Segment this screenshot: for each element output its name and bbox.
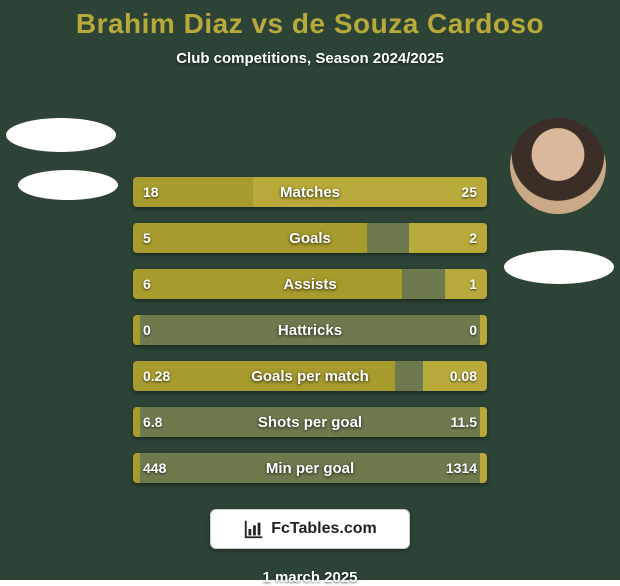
value-right: 0.08 (440, 361, 487, 391)
value-left: 448 (133, 453, 176, 483)
stats-chart: 1825Matches52Goals61Assists00Hattricks0.… (133, 177, 487, 483)
value-left: 0.28 (133, 361, 180, 391)
bar-left (133, 269, 402, 299)
badge-left-bottom (18, 170, 118, 200)
value-right: 25 (451, 177, 487, 207)
content: Brahim Diaz vs de Souza Cardoso Club com… (0, 0, 620, 586)
badge-right (504, 250, 614, 284)
chart-icon (243, 518, 265, 540)
brand-text: FcTables.com (271, 520, 377, 538)
stat-row: 00Hattricks (133, 315, 487, 345)
avatar-player-right (510, 118, 606, 214)
bar-left (133, 223, 367, 253)
bar-bg (133, 407, 487, 437)
value-right: 1314 (436, 453, 487, 483)
value-left: 5 (133, 223, 161, 253)
avatar-face (510, 118, 606, 214)
page-title: Brahim Diaz vs de Souza Cardoso (0, 0, 620, 40)
value-right: 2 (459, 223, 487, 253)
bar-bg (133, 315, 487, 345)
brand-badge[interactable]: FcTables.com (210, 509, 410, 549)
stat-row: 52Goals (133, 223, 487, 253)
stat-row: 6.811.5Shots per goal (133, 407, 487, 437)
subtitle: Club competitions, Season 2024/2025 (0, 50, 620, 67)
date-label: 1 march 2025 (0, 569, 620, 586)
value-left: 0 (133, 315, 161, 345)
value-left: 6 (133, 269, 161, 299)
stat-row: 4481314Min per goal (133, 453, 487, 483)
value-left: 18 (133, 177, 169, 207)
value-right: 1 (459, 269, 487, 299)
badge-left-top (6, 118, 116, 152)
stat-row: 1825Matches (133, 177, 487, 207)
value-right: 0 (459, 315, 487, 345)
value-left: 6.8 (133, 407, 172, 437)
value-right: 11.5 (441, 407, 487, 437)
bar-bg (133, 453, 487, 483)
stat-row: 61Assists (133, 269, 487, 299)
stat-row: 0.280.08Goals per match (133, 361, 487, 391)
